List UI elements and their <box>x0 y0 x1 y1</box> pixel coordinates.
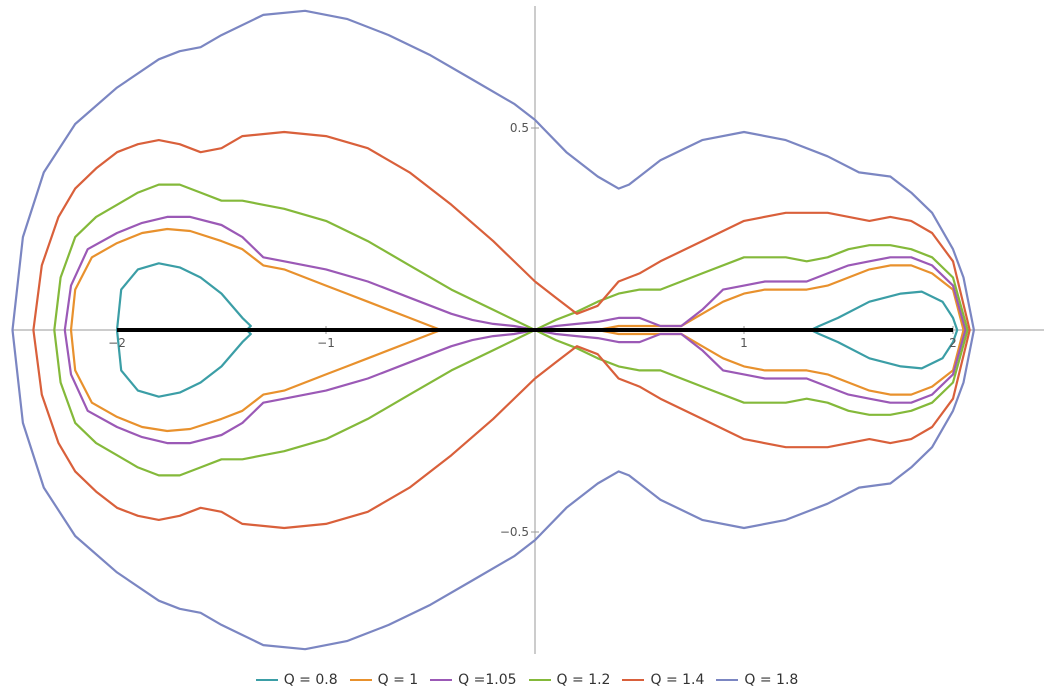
legend-label: Q =1.05 <box>458 672 517 688</box>
legend-swatch <box>528 679 551 681</box>
legend-label: Q = 1 <box>377 672 419 688</box>
legend-item: Q = 1.8 <box>716 672 798 688</box>
legend-item: Q = 1 <box>349 672 419 688</box>
curves <box>11 9 975 651</box>
legend: Q = 0.8 Q = 1 Q =1.05 Q = 1.2 Q = 1.4 Q = 1.8 <box>0 672 1054 688</box>
x-tick-label: 2 <box>949 336 957 350</box>
x-tick-label: −2 <box>108 336 126 350</box>
series-curve <box>53 183 969 477</box>
legend-item: Q = 1.2 <box>528 672 611 688</box>
legend-label: Q = 0.8 <box>283 672 338 688</box>
series-curve <box>11 9 975 651</box>
x-tick-label: 1 <box>740 336 748 350</box>
y-tick-label: 0.5 <box>510 121 529 135</box>
legend-swatch <box>716 679 739 681</box>
legend-item: Q = 1.4 <box>622 672 704 688</box>
tick-labels: −2 −1 1 2 −0.5 0.5 <box>108 121 957 539</box>
legend-swatch <box>349 679 372 681</box>
plot-area: −2 −1 1 2 −0.5 0.5 <box>11 6 1044 654</box>
series-curve <box>63 215 967 445</box>
legend-item: Q =1.05 <box>430 672 517 688</box>
legend-swatch <box>430 679 453 681</box>
y-tick-label: −0.5 <box>500 525 529 539</box>
legend-item: Q = 0.8 <box>255 672 338 688</box>
legend-label: Q = 1.8 <box>744 672 799 688</box>
x-tick-label: −1 <box>317 336 335 350</box>
series-curve <box>32 130 971 530</box>
series-curve <box>809 290 959 370</box>
legend-swatch <box>622 679 645 681</box>
legend-label: Q = 1.4 <box>650 672 705 688</box>
legend-label: Q = 1.2 <box>556 672 611 688</box>
series-curve <box>69 227 965 433</box>
legend-swatch <box>255 679 278 681</box>
